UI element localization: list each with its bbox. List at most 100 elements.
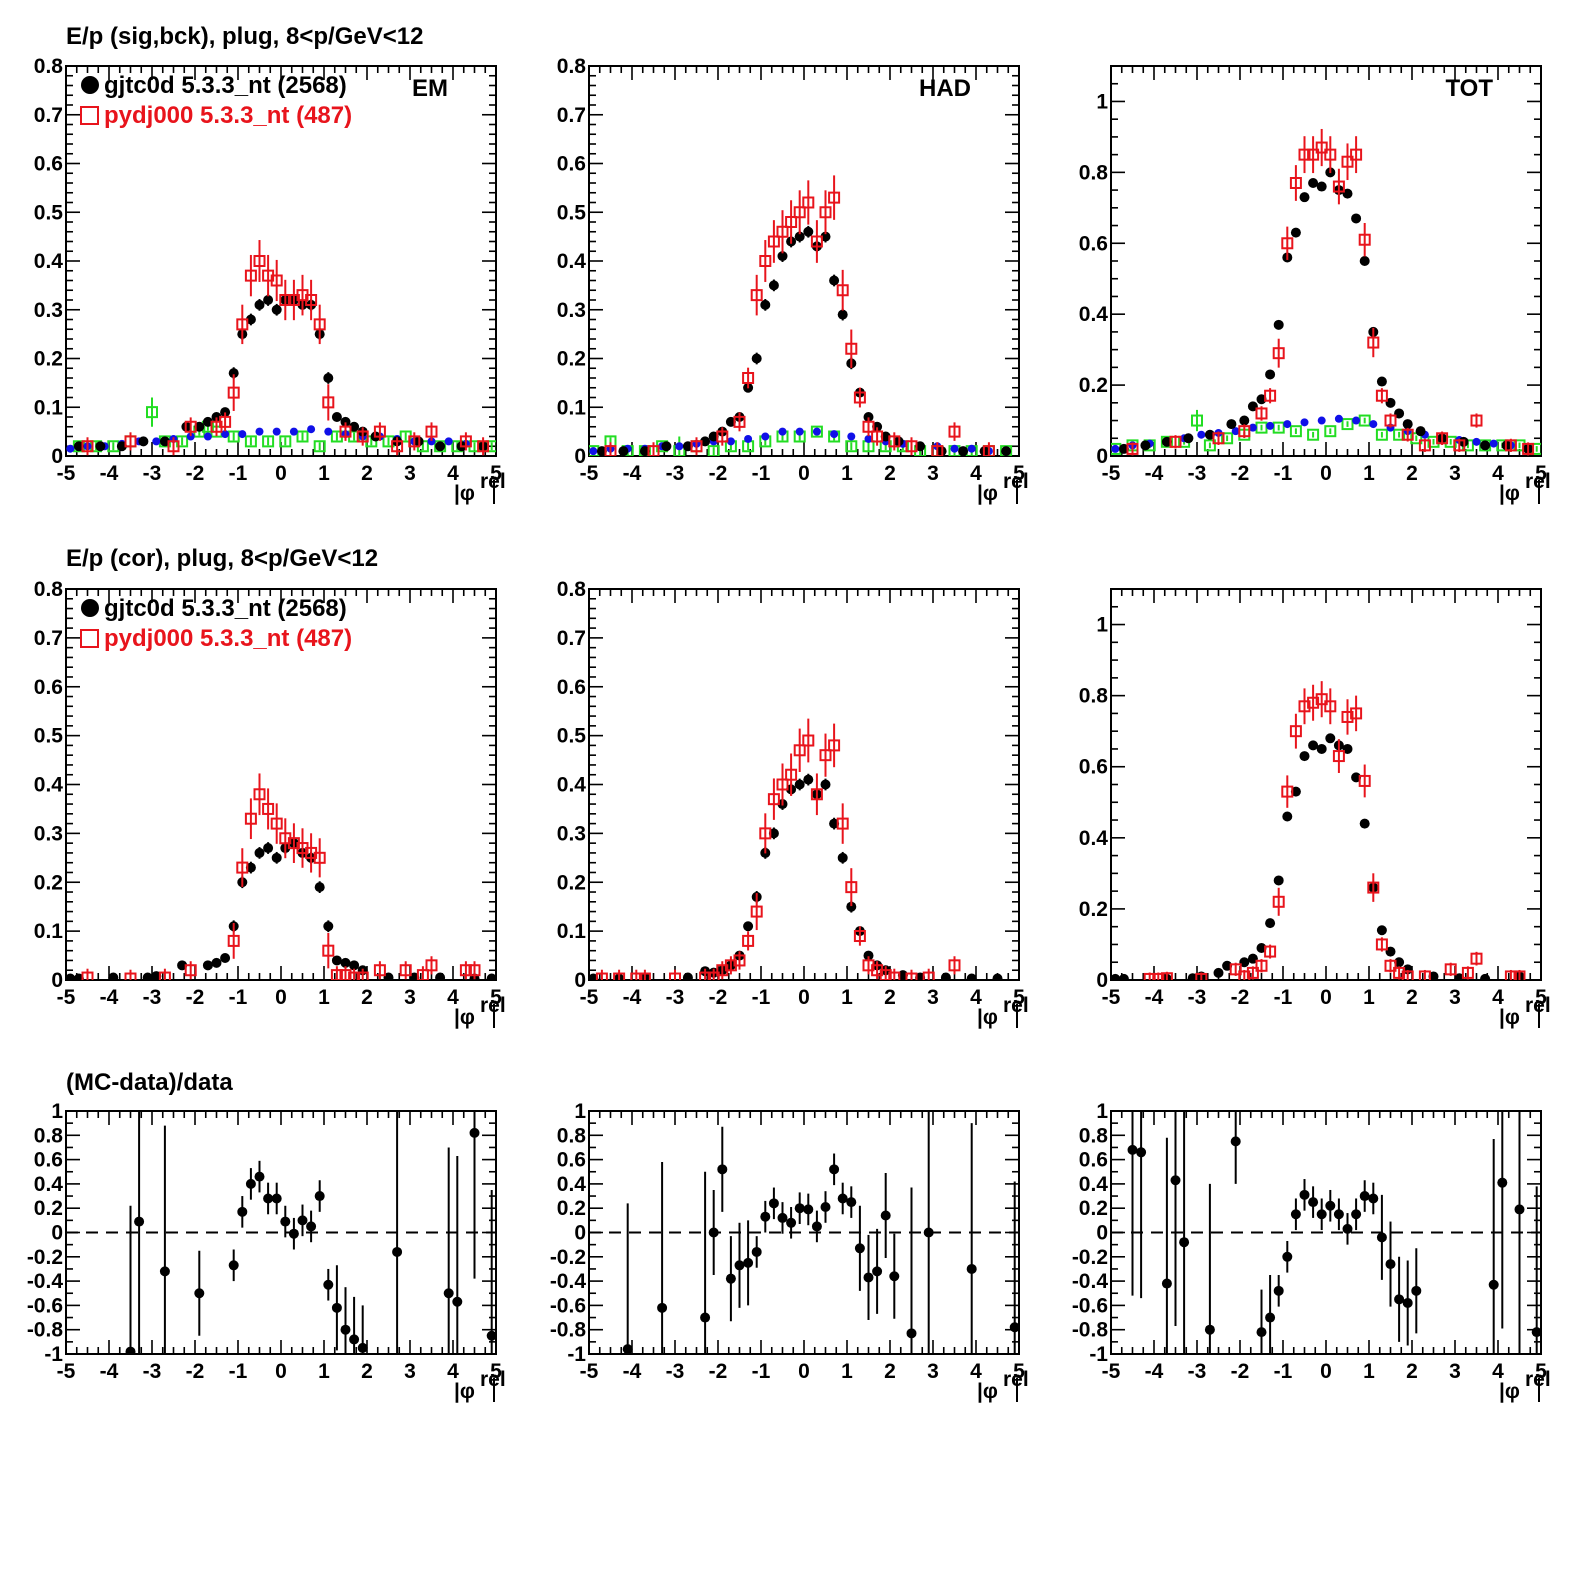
x-tick-label: 0 [275,1360,287,1383]
bkg-data-point [307,425,316,434]
ratio-point [297,1215,308,1226]
mc-point [1264,389,1277,402]
mc-point [613,972,626,980]
bkg-mc-point [296,430,309,443]
ratio-point [263,1193,274,1204]
x-tick-label: -1 [752,462,771,485]
data-point [682,441,693,452]
x-tick-label: 1 [1363,462,1375,485]
y-tick-label: 0.2 [34,348,63,371]
data-point [1001,446,1012,456]
y-tick-label: 0 [1096,969,1108,992]
mc-point [1126,442,1139,455]
x-tick-label: 0 [798,1360,810,1383]
bkg-data-point [255,427,264,436]
y-tick-label: 0.8 [34,55,64,78]
bkg-data-point [1266,421,1275,430]
y-tick-label: -0.6 [550,1294,586,1317]
panel-tag: TOT [1445,75,1493,102]
mc-point [871,430,884,443]
mc-point [793,744,806,757]
mc-point [1281,237,1294,250]
y-tick-label: 0.2 [1079,898,1108,921]
bkg-mc-point [1289,425,1302,438]
y-tick-label: -0.6 [1072,1294,1108,1317]
mc-point [647,445,660,456]
panel-had_cor: -5 -4 -3 -2 -1 0 1 2 3 4 5 0 0.1 0.2 0.3 0.4 0.5 0.6 0.7 0.… [557,578,1029,1029]
y-tick-label: 0.2 [557,348,586,371]
x-tick-label: 2 [361,462,373,485]
series-black [1118,167,1534,454]
data-point [1480,973,1491,980]
ratio-point [1179,1237,1190,1248]
bkg-mc-point [313,440,326,453]
y-tick-label: -0.6 [27,1294,63,1317]
x-tick-label: 4 [1492,1360,1504,1383]
data-point [254,299,265,310]
ratio-point [863,1272,874,1283]
y-tick-label: 0.6 [34,676,63,699]
data-point [340,416,351,427]
x-tick-label: 2 [1406,1360,1418,1383]
mc-point [1238,425,1251,438]
legend-label-mc: pydj000 5.3.3_nt (487) [104,102,352,129]
x-tick-label: 3 [927,986,939,1009]
mc-point [845,342,858,355]
data-point [1204,429,1215,440]
mc-point [604,445,617,456]
bkg-data-point [152,437,161,446]
x-tick-label: 2 [884,462,896,485]
mc-point [595,972,608,980]
y-tick-label: -1 [44,1343,63,1366]
x-tick-label: -4 [1145,1360,1164,1383]
mc-point [1341,710,1354,723]
bkg-mc-point [262,435,275,448]
y-tick-label: -0.2 [1072,1246,1108,1269]
data-point [1187,973,1198,980]
mc-point [1453,439,1466,452]
data-point [383,972,394,980]
data-point [820,779,831,790]
x-tick-label: 1 [841,986,853,1009]
y-tick-label: -0.8 [1072,1319,1109,1342]
bkg-data-point [238,430,247,439]
data-point [486,973,496,980]
bkg-data-point [289,427,298,436]
ratio-point [1411,1285,1422,1296]
x-axis-label-sup: rel [1003,994,1029,1017]
data-point [863,950,874,961]
y-tick-label: 0.5 [557,201,587,224]
mc-point [322,944,335,957]
data-point [596,446,607,456]
tick-marks [588,65,1020,457]
data-point [138,436,149,447]
ratio-point [452,1296,463,1307]
data-layer [66,240,496,456]
ratio-point [760,1211,771,1222]
ratio-point [271,1193,282,1204]
series-red [604,175,995,456]
ratio-point [1230,1136,1241,1147]
x-tick-label: 4 [970,986,982,1009]
y-tick-label: -0.2 [27,1246,63,1269]
y-tick-label: -0.8 [550,1319,587,1342]
y-tick-label: 0.1 [557,396,587,419]
mc-point [339,425,352,438]
x-tick-label: -5 [57,1360,76,1383]
ratio-point [1273,1285,1284,1296]
ratio-point [228,1260,239,1271]
data-point [108,972,119,980]
mc-point [982,445,995,456]
x-tick-label: -4 [623,462,642,485]
data-point [1359,818,1370,829]
mc-point [630,972,643,980]
mc-point [1461,966,1474,979]
mc-point [733,954,746,967]
ratio-point [923,1227,934,1238]
y-tick-label: 0.8 [1079,1124,1109,1147]
data-point [1394,408,1405,419]
data-point [1376,376,1387,387]
x-tick-label: 5 [490,1360,502,1383]
data-point [639,446,650,456]
mc-point [1229,963,1242,976]
